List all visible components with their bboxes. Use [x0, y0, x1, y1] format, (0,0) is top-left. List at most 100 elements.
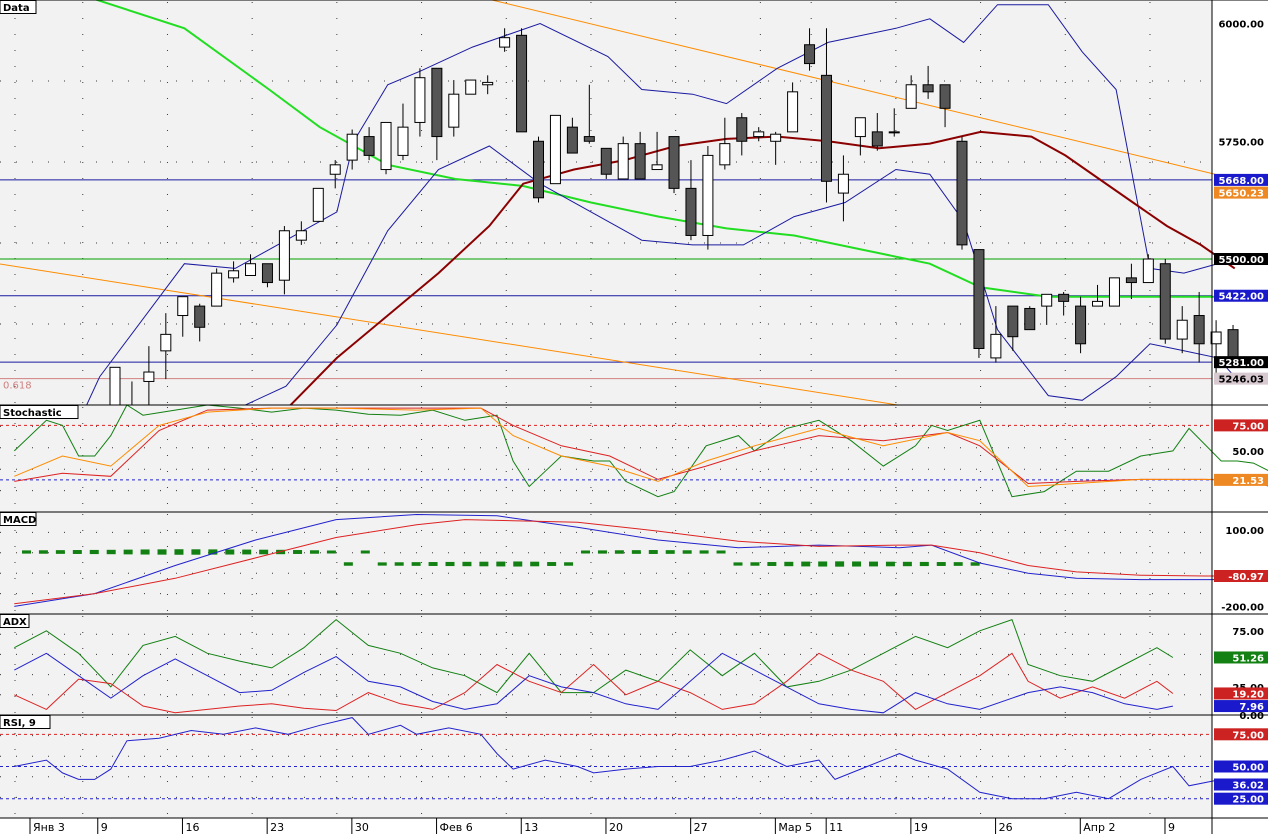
candle-body — [448, 93, 460, 128]
axis-tick-label: 5750.00 — [1218, 137, 1264, 148]
macd-histogram-bar — [462, 561, 472, 567]
macd-histogram-bar — [547, 562, 557, 566]
macd-histogram-bar — [309, 550, 319, 554]
macd-histogram-bar — [885, 561, 895, 567]
candle-body — [888, 131, 900, 134]
candle-body — [1227, 329, 1239, 359]
axis-value-tag — [1214, 356, 1268, 369]
candle-body — [1024, 307, 1036, 331]
candle-body — [685, 187, 697, 236]
macd-histogram-bar — [801, 561, 811, 567]
candle-body — [617, 143, 629, 180]
axis-value-tag-label: 75.00 — [1232, 730, 1264, 741]
macd-histogram-bar — [733, 562, 743, 566]
axis-value-tag-label: 5246.03 — [1218, 375, 1264, 386]
candle-body — [380, 121, 392, 171]
macd-histogram-bar — [682, 550, 692, 554]
macd-histogram-bar — [293, 550, 303, 554]
candle-body — [736, 117, 748, 142]
macd-histogram-bar — [22, 550, 31, 554]
candle-body — [533, 140, 544, 199]
macd-histogram-bar — [140, 549, 150, 555]
macd-histogram-bar — [242, 549, 252, 555]
axis-value-tag — [1214, 186, 1268, 199]
macd-histogram-bar — [530, 561, 540, 567]
panel-title: Stochastic — [3, 408, 62, 419]
x-axis-tick-label: 26 — [999, 821, 1013, 834]
candle-body — [1058, 293, 1070, 302]
macd-histogram-bar — [869, 561, 878, 567]
axis-value-tag-label: 5500.00 — [1218, 255, 1264, 266]
panel-title-box — [0, 405, 79, 419]
axis-value-tag-label: 5422.00 — [1218, 292, 1264, 303]
candle-body — [261, 263, 273, 284]
candle-body — [278, 230, 290, 281]
candle-body — [346, 133, 358, 161]
candle-body — [939, 84, 951, 109]
candle-body — [922, 84, 934, 93]
axis-value-tag-label: 5281.00 — [1218, 358, 1264, 369]
candle-body — [770, 133, 782, 142]
x-axis-tick-label: 19 — [914, 821, 928, 834]
macd-histogram-bar — [259, 549, 269, 555]
axis-value-tag — [1214, 253, 1268, 266]
candle-body — [837, 173, 849, 194]
candle-body — [329, 164, 341, 175]
axis-value-tag — [1214, 687, 1268, 700]
macd-histogram-bar — [89, 549, 99, 555]
indicator-series-line — [14, 717, 1254, 800]
macd-histogram-bar — [564, 562, 574, 566]
macd-histogram-bar — [970, 562, 980, 566]
macd-histogram-bar — [208, 549, 218, 555]
bollinger-upper-line — [14, 4, 1235, 561]
macd-histogram-bar — [343, 562, 353, 566]
macd-histogram-bar — [428, 562, 438, 566]
candle-body — [245, 263, 257, 276]
macd-histogram-bar — [953, 562, 963, 566]
candle-body — [651, 164, 663, 171]
macd-histogram-bar — [852, 561, 862, 567]
indicator-series-line — [14, 652, 1174, 714]
panel-title: ADX — [3, 617, 27, 628]
macd-histogram-bar — [38, 550, 48, 554]
candle-body — [719, 143, 731, 166]
x-axis-tick-label: Янв 3 — [33, 821, 65, 834]
candle-body — [211, 272, 223, 307]
macd-histogram-bar — [191, 549, 201, 555]
candle-body — [871, 131, 883, 147]
axis-tick-label: -200.00 — [1221, 602, 1264, 613]
macd-histogram-bar — [631, 550, 641, 554]
panel-title-box — [0, 715, 51, 729]
trend-channel-line — [489, 0, 1235, 180]
macd-histogram-bar — [445, 561, 455, 567]
candle-body — [499, 37, 511, 48]
x-axis-tick-label: 13 — [524, 821, 538, 834]
axis-value-tag-label: 21.53 — [1232, 476, 1264, 487]
axis-value-tag-label: 51.26 — [1232, 653, 1264, 664]
macd-histogram-bar — [106, 549, 116, 555]
axis-value-tag — [1214, 700, 1268, 713]
x-axis-tick-label: 16 — [185, 821, 199, 834]
macd-histogram-bar — [326, 550, 336, 554]
axis-value-tag — [1214, 651, 1268, 664]
x-axis-tick-label: Мар 5 — [778, 821, 812, 834]
candle-body — [1142, 258, 1154, 284]
macd-histogram-bar — [394, 562, 404, 566]
candle-body — [820, 74, 832, 182]
axis-value-tag — [1214, 760, 1268, 773]
macd-histogram-bar — [496, 561, 506, 567]
candle-body — [397, 126, 409, 156]
macd-histogram-bar — [648, 550, 658, 554]
axis-value-tag — [1214, 792, 1268, 805]
macd-histogram-bar — [157, 549, 167, 555]
axis-value-tag-label: 36.02 — [1232, 780, 1264, 791]
macd-histogram-bar — [360, 550, 370, 554]
panel-title: RSI, 9 — [3, 718, 36, 729]
macd-histogram-bar — [123, 549, 133, 555]
indicator-series-line — [14, 407, 1268, 488]
candle-body — [363, 136, 375, 156]
macd-histogram-bar — [767, 562, 777, 566]
indicator-series-line — [14, 618, 1174, 694]
macd-histogram-bar — [665, 550, 675, 554]
